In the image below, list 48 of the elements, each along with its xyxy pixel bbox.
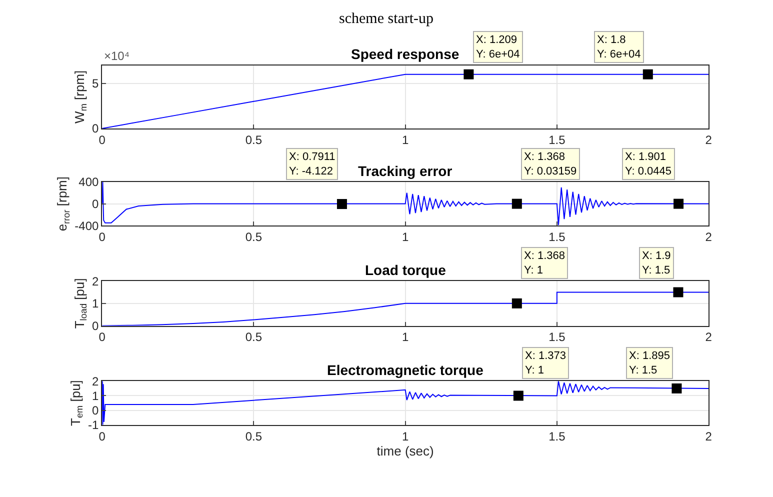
y-tick-label: 0 bbox=[92, 122, 100, 136]
annotation: X: 1.368 Y: 0.03159 bbox=[524, 151, 577, 178]
x-axis-title: time (sec) bbox=[376, 443, 434, 458]
chart-title: Load torque bbox=[365, 262, 446, 278]
annotation: X: 1.373 Y: 1 bbox=[525, 350, 566, 376]
annotation: X: 1.209 Y: 6e+04 bbox=[476, 34, 520, 60]
x-tick-label: 2 bbox=[705, 132, 712, 147]
y-tick-label: 0 bbox=[92, 404, 100, 418]
y-tick-label: -400 bbox=[74, 218, 100, 233]
line-series bbox=[102, 381, 709, 425]
x-tick-label: 0.5 bbox=[245, 330, 262, 344]
text: ×10⁴ bbox=[104, 49, 130, 63]
x-tick-label: 1 bbox=[402, 330, 409, 344]
x-tick-label: 1.5 bbox=[548, 230, 566, 244]
chart-title: Electromagnetic torque bbox=[327, 362, 484, 378]
y-tick-label: -1 bbox=[88, 418, 100, 432]
x-tick-label: 0.5 bbox=[245, 230, 262, 244]
y-tick-label: 0 bbox=[92, 318, 100, 333]
x-tick-label: 2 bbox=[705, 330, 712, 344]
line-series bbox=[102, 74, 709, 128]
x-tick-label: 2 bbox=[705, 230, 712, 244]
x-tick-label: 0.5 bbox=[245, 429, 262, 444]
x-tick-label: 1.5 bbox=[548, 330, 566, 344]
y-tick-label: 400 bbox=[78, 175, 100, 190]
x-tick-label: 1 bbox=[402, 429, 409, 444]
chart-title: Speed response bbox=[351, 46, 460, 62]
x-tick-label: 1 bbox=[402, 230, 409, 244]
line-series bbox=[102, 292, 709, 326]
annotation: X: 1.895 Y: 1.5 bbox=[629, 350, 670, 376]
chart-title: Tracking error bbox=[358, 163, 453, 179]
line-series bbox=[102, 182, 709, 226]
annotation: X: 0.7911 Y: -4.122 bbox=[289, 151, 336, 178]
x-tick-label: 2 bbox=[705, 429, 712, 444]
x-tick-label: 1.5 bbox=[548, 132, 566, 147]
x-tick-label: 1.5 bbox=[548, 429, 566, 444]
y-tick-label: 1 bbox=[92, 388, 100, 403]
annotation: X: 1.368 Y: 1 bbox=[524, 250, 565, 276]
annotation: X: 1.901 Y: 0.0445 bbox=[625, 151, 672, 178]
text: scheme start-up bbox=[339, 11, 434, 27]
x-tick-label: 1 bbox=[402, 132, 409, 147]
y-tick-label: 2 bbox=[92, 374, 100, 388]
x-tick-label: 0.5 bbox=[245, 132, 262, 147]
annotation: X: 1.9 Y: 1.5 bbox=[642, 250, 671, 276]
y-tick-label: 0 bbox=[92, 197, 100, 211]
annotation: X: 1.8 Y: 6e+04 bbox=[597, 34, 641, 60]
y-tick-label: 2 bbox=[92, 274, 100, 288]
y-tick-label: 1 bbox=[92, 296, 100, 311]
y-tick-label: 5 bbox=[92, 76, 100, 91]
